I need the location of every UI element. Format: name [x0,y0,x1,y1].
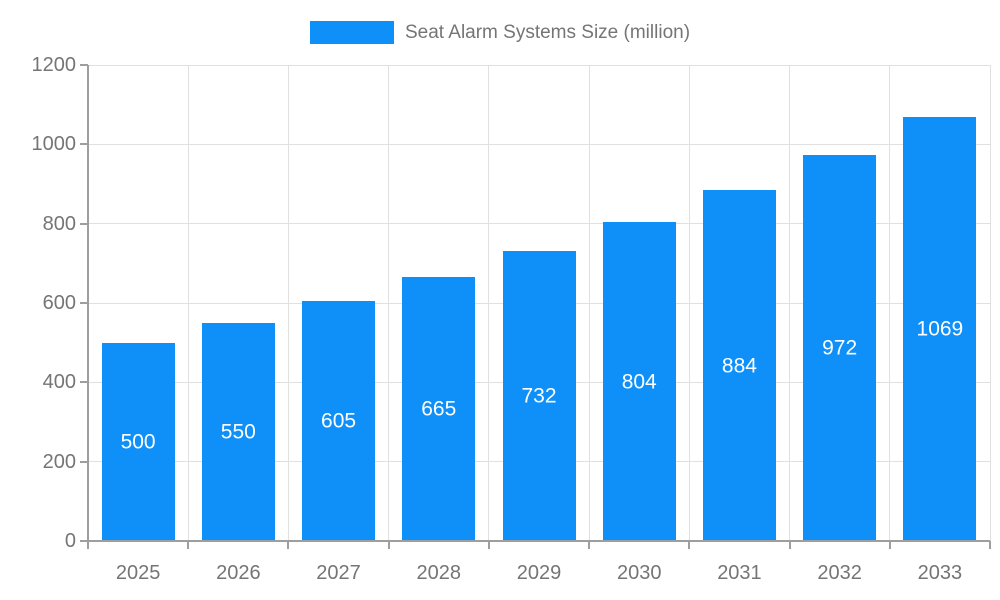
y-tick-label: 0 [64,530,76,552]
y-gridline [88,143,990,145]
x-tick-label: 2030 [616,562,662,584]
x-tick-mark [487,541,490,549]
bar: 605 [302,301,376,541]
bar-value-label: 884 [721,354,757,378]
bar-value-label: 605 [321,409,357,433]
y-tick-mark [80,302,88,304]
x-gridline [889,65,891,541]
y-tick-mark [80,460,88,463]
y-tick-mark [80,64,88,66]
x-tick-mark [688,541,691,549]
bar-value-label: 804 [621,370,657,394]
y-gridline [88,64,990,66]
x-gridline [789,65,791,541]
x-tick-mark [287,541,290,549]
y-tick-label: 600 [42,292,76,314]
x-gridline [588,65,590,541]
x-gridline [187,65,189,541]
x-gridline [488,65,490,541]
bar-value-label: 500 [120,430,156,454]
bar-value-label: 732 [521,384,557,408]
plot-area: 500 550 605 665 732 804 884 972 1069 [88,64,991,541]
x-tick-label: 2032 [817,562,862,584]
x-tick-mark [387,541,390,549]
x-gridline [388,65,390,541]
y-tick-label: 1000 [31,133,77,156]
bar: 972 [803,155,877,541]
legend-swatch-icon [309,21,394,44]
x-tick-mark [888,541,891,549]
bar-value-label: 972 [822,336,858,360]
y-tick-mark [80,143,88,146]
bar-value-label: 550 [220,420,256,444]
y-tick-mark [80,222,88,225]
x-tick-label: 2025 [115,562,161,584]
x-tick-label: 2029 [516,562,562,584]
x-tick-mark [588,541,591,549]
x-tick-label: 2031 [717,562,762,584]
y-axis-line [87,65,89,549]
bar: 732 [502,250,576,541]
y-tick-label: 1200 [31,54,77,76]
bar-value-label: 1069 [916,317,964,341]
bar: 1069 [903,116,977,541]
bar: 500 [101,342,175,541]
legend[interactable]: Seat Alarm Systems Size (million) [0,21,1000,44]
y-tick-label: 800 [42,212,76,235]
x-tick-mark [187,541,190,549]
y-tick-label: 400 [42,371,76,394]
x-tick-mark [788,541,791,549]
bar: 884 [702,190,776,541]
x-tick-mark [989,541,991,549]
x-gridline [989,65,991,541]
x-tick-label: 2028 [416,562,462,584]
x-gridline [287,65,289,541]
x-axis-line [80,540,990,542]
bar-value-label: 665 [421,397,457,421]
bar: 804 [602,222,676,541]
y-tick-mark [80,381,88,384]
y-gridline [88,223,990,225]
legend-label: Seat Alarm Systems Size (million) [404,22,691,43]
y-tick-label: 200 [42,450,76,473]
x-tick-label: 2026 [216,562,261,584]
x-tick-label: 2033 [917,562,963,584]
bar: 550 [201,322,275,541]
x-tick-label: 2027 [316,562,361,584]
bar: 665 [402,277,476,541]
x-gridline [688,65,690,541]
